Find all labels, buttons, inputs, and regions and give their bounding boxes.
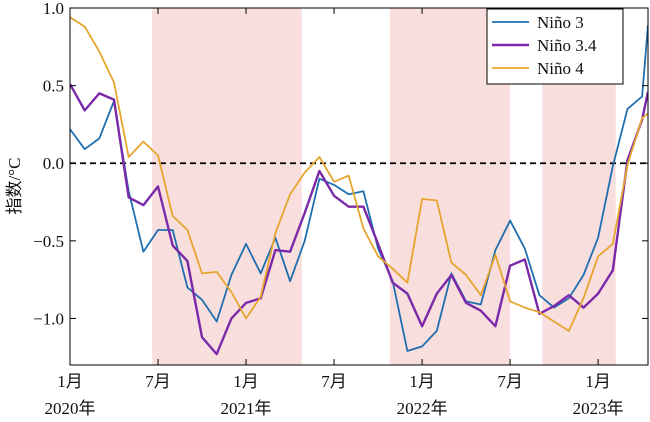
legend-label-3: Niño 4: [537, 59, 584, 78]
x-tick-label-month: 7月: [497, 372, 523, 391]
legend-label-1: Niño 3: [537, 13, 584, 32]
legend: Niño 3 Niño 3.4 Niño 4: [486, 8, 624, 85]
y-tick-label: −1.0: [33, 309, 64, 328]
y-tick-label: −0.5: [33, 232, 64, 251]
legend-label-2: Niño 3.4: [537, 36, 597, 55]
x-tick-label-month: 1月: [409, 372, 435, 391]
x-tick-label-month: 1月: [585, 372, 611, 391]
plot-frame: [69, 7, 649, 366]
x-tick-label-year: 2020年: [45, 399, 96, 418]
x-tick-label-year: 2021年: [221, 399, 272, 418]
shaded-period-1: [152, 8, 302, 365]
y-tick-label: 0.0: [43, 154, 64, 173]
series-lines: [70, 16, 648, 356]
x-tick-label-month: 1月: [57, 372, 83, 391]
x-tick-label-month: 1月: [233, 372, 259, 391]
x-tick-label-month: 7月: [321, 372, 347, 391]
x-tick-label-month: 7月: [145, 372, 171, 391]
y-tick-label: 1.0: [43, 0, 64, 18]
y-tick-label: 0.5: [43, 77, 64, 96]
axes: 1.0 0.5 0.0 −0.5 −1.0 1月 2020年 7月 1月 2021年 7月 1月 202…: [33, 0, 648, 418]
x-tick-label-year: 2022年: [397, 399, 448, 418]
series-line-3: [70, 16, 648, 332]
y-axis-label: 指数/°C: [5, 158, 24, 215]
series-line-2: [70, 83, 648, 356]
x-tick-label-year: 2023年: [573, 399, 624, 418]
